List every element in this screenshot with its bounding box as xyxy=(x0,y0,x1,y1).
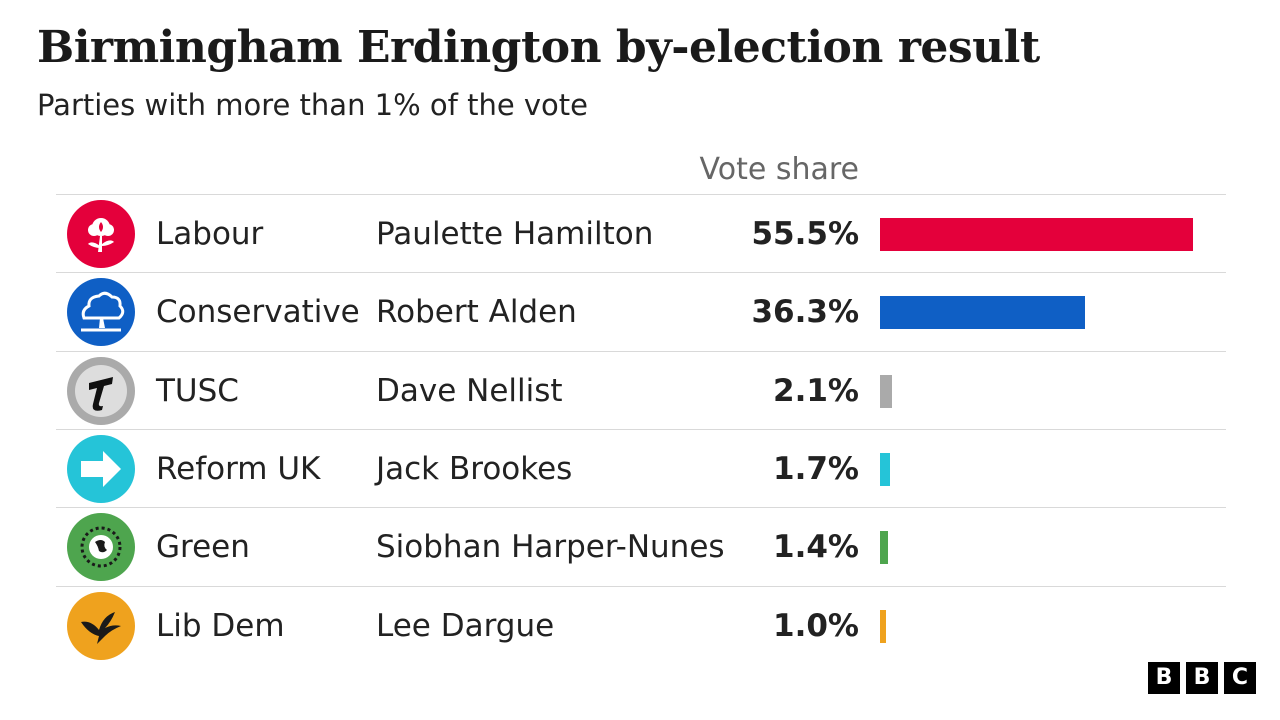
vote-share-label: 1.0% xyxy=(773,607,859,644)
candidate-name: Robert Alden xyxy=(376,294,577,331)
row-divider xyxy=(56,429,1226,430)
candidate-name: Paulette Hamilton xyxy=(376,216,654,252)
vote-share-label: 55.5% xyxy=(751,216,859,252)
vote-share-bar xyxy=(880,218,1193,251)
candidate-name: Siobhan Harper-Nunes xyxy=(376,529,725,566)
table-row: Reform UK Jack Brookes 1.7% xyxy=(0,430,1280,508)
vote-share-header: Vote share xyxy=(699,152,859,187)
libdem-bird-icon xyxy=(67,591,135,660)
row-divider xyxy=(56,194,1226,195)
vote-share-label: 1.7% xyxy=(773,450,859,487)
vote-share-bar xyxy=(880,609,886,643)
vote-share-bar xyxy=(880,296,1085,330)
candidate-name: Dave Nellist xyxy=(376,372,563,409)
party-name: Lib Dem xyxy=(156,607,285,644)
table-row: Labour Paulette Hamilton 55.5% xyxy=(0,195,1280,273)
table-row: Lib Dem Lee Dargue 1.0% xyxy=(0,587,1280,665)
vote-share-label: 36.3% xyxy=(751,294,859,331)
bbc-logo-letter: B xyxy=(1148,662,1180,694)
vote-share-label: 1.4% xyxy=(773,529,859,566)
green-globe-icon xyxy=(67,513,135,582)
row-divider xyxy=(56,272,1226,273)
row-divider xyxy=(56,507,1226,508)
bbc-logo: B B C xyxy=(1148,662,1256,694)
party-name: Conservative xyxy=(156,294,360,331)
candidate-name: Jack Brookes xyxy=(376,450,573,487)
bbc-logo-letter: C xyxy=(1224,662,1256,694)
vote-share-bar xyxy=(880,452,890,486)
row-divider xyxy=(56,586,1226,587)
table-row: TUSC Dave Nellist 2.1% xyxy=(0,352,1280,430)
reform-arrow-icon xyxy=(67,434,135,503)
bbc-logo-letter: B xyxy=(1186,662,1218,694)
vote-share-bar xyxy=(880,374,892,408)
table-row: Conservative Robert Alden 36.3% xyxy=(0,273,1280,351)
conservative-tree-icon xyxy=(67,278,135,347)
vote-share-bar xyxy=(880,531,888,565)
party-name: TUSC xyxy=(156,372,239,409)
chart-title: Birmingham Erdington by-election result xyxy=(37,22,1040,73)
party-name: Green xyxy=(156,529,250,566)
labour-rose-icon xyxy=(67,200,135,268)
party-name: Reform UK xyxy=(156,450,321,487)
table-row: Green Siobhan Harper-Nunes 1.4% xyxy=(0,508,1280,586)
candidate-name: Lee Dargue xyxy=(376,607,555,644)
chart-subtitle: Parties with more than 1% of the vote xyxy=(37,88,588,122)
vote-share-label: 2.1% xyxy=(773,372,859,409)
party-name: Labour xyxy=(156,216,264,252)
tusc-t-icon xyxy=(67,356,135,425)
row-divider xyxy=(56,351,1226,352)
